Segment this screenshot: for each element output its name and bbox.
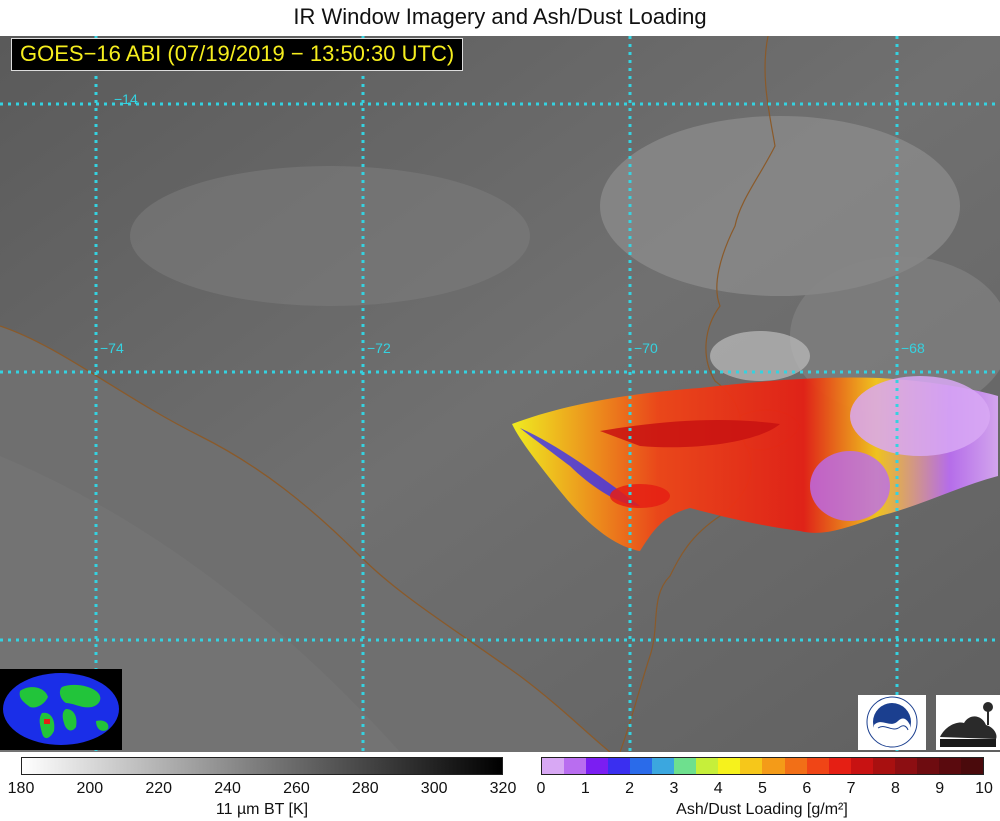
ash-color-segment — [718, 758, 741, 774]
ash-tick-label: 5 — [758, 780, 767, 797]
bt-tick-label: 220 — [145, 780, 173, 797]
bt-colorbar — [21, 757, 503, 775]
ash-tick-label: 0 — [536, 780, 546, 797]
ash-tick-label: 6 — [802, 780, 812, 797]
satellite-map — [0, 36, 1000, 752]
grid-label-lat: −14 — [114, 91, 138, 107]
ash-color-segment — [960, 758, 983, 774]
coastline — [0, 325, 611, 752]
cloud-region — [790, 256, 1000, 416]
timestamp-label: GOES−16 ABI (07/19/2019 − 13:50:30 UTC) — [11, 38, 464, 71]
grid-label-lon-68: −68 — [901, 340, 925, 356]
ash-tick-label: 1 — [580, 780, 590, 797]
bt-tick-label: 320 — [489, 780, 517, 797]
ash-color-segment — [850, 758, 873, 774]
cloud-region — [600, 116, 960, 296]
bt-tick-label: 300 — [420, 780, 448, 797]
cimss-logo-icon — [936, 695, 1000, 750]
ash-tick-label: 9 — [935, 780, 945, 797]
cloud-region — [710, 331, 810, 381]
ash-tick-label: 7 — [846, 780, 856, 797]
ash-tick-label: 4 — [713, 780, 723, 797]
bt-tick-label: 180 — [7, 780, 35, 797]
graticule — [0, 36, 1000, 752]
ash-tick-label: 3 — [669, 780, 679, 797]
ash-color-segment — [916, 758, 939, 774]
bt-tick-label: 260 — [283, 780, 310, 797]
bt-tick-label: 200 — [76, 780, 104, 797]
map-title: IR Window Imagery and Ash/Dust Loading — [293, 4, 707, 29]
map-canvas — [0, 36, 1000, 752]
ash-tick-label: 10 — [975, 780, 993, 797]
ash-color-segment — [762, 758, 785, 774]
ash-color-segment — [608, 758, 631, 774]
cloud-region — [130, 166, 530, 306]
ash-color-segment — [740, 758, 763, 774]
ash-tick-label: 8 — [890, 780, 900, 797]
ash-color-segment — [894, 758, 917, 774]
ash-color-segment — [630, 758, 653, 774]
ash-color-segment — [674, 758, 697, 774]
grid-label-lon-70: −70 — [634, 340, 658, 356]
ash-color-segment — [696, 758, 719, 774]
grid-label-lon-72: −72 — [367, 340, 391, 356]
ash-color-segment — [938, 758, 961, 774]
ash-color-segment — [542, 758, 565, 774]
ash-color-segment — [828, 758, 851, 774]
ash-tick-label: 2 — [625, 780, 635, 797]
bt-tick-label: 280 — [351, 780, 379, 797]
globe-inset-icon — [0, 669, 122, 750]
grid-label-lon-74: −74 — [100, 340, 124, 356]
ash-color-segment — [652, 758, 675, 774]
ash-color-segment — [784, 758, 807, 774]
ash-colorbar-label: Ash/Dust Loading [g/m²] — [676, 801, 848, 818]
ash-color-segment — [872, 758, 895, 774]
noaa-logo-icon — [858, 695, 926, 750]
ash-color-segment — [564, 758, 587, 774]
bt-tick-label: 240 — [214, 780, 241, 797]
bt-colorbar-label: 11 µm BT [K] — [215, 801, 309, 818]
ash-color-segment — [806, 758, 829, 774]
ash-colorbar — [541, 757, 984, 775]
ash-color-segment — [586, 758, 609, 774]
